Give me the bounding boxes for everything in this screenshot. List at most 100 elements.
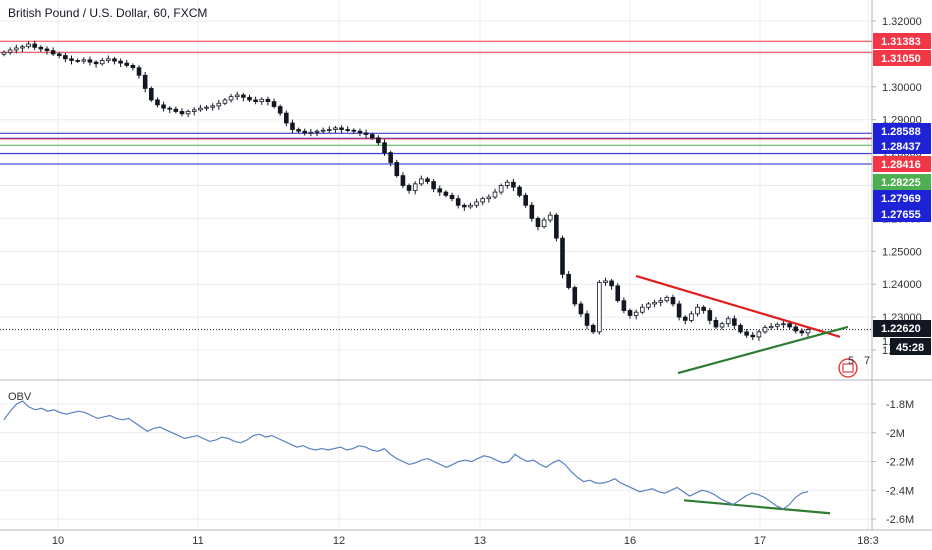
candle-body bbox=[345, 129, 350, 131]
candle-body bbox=[701, 306, 706, 311]
price-badge-label: 1.28588 bbox=[881, 126, 921, 138]
candle-body bbox=[191, 109, 197, 112]
candle-body bbox=[529, 204, 535, 219]
candle-body bbox=[38, 46, 44, 50]
candle-body bbox=[320, 129, 326, 132]
candle-body bbox=[124, 62, 130, 66]
candle-body bbox=[676, 303, 682, 318]
candle-body bbox=[241, 94, 246, 98]
candle-body bbox=[572, 287, 578, 305]
candle-body bbox=[621, 300, 627, 311]
candle-body bbox=[148, 88, 154, 101]
candle-body bbox=[412, 183, 418, 191]
price-badge-label: 1.28225 bbox=[881, 177, 921, 189]
candle-body bbox=[781, 323, 786, 326]
candle-body bbox=[541, 219, 547, 228]
candle-body bbox=[547, 214, 553, 221]
horizontal-price-levels bbox=[0, 40, 872, 331]
trendline bbox=[635, 274, 841, 338]
price-badge bbox=[873, 190, 931, 206]
obv-axis: -1.8M -2M -2.2M -2.4M -2.6M bbox=[872, 399, 914, 526]
candle-body bbox=[394, 162, 400, 177]
candle-body bbox=[210, 105, 215, 108]
candle-body bbox=[314, 130, 320, 133]
candle-body bbox=[406, 185, 412, 191]
candle-body bbox=[302, 130, 308, 134]
grid-lines bbox=[0, 0, 872, 530]
obv-trendline bbox=[683, 499, 831, 515]
candle-body bbox=[284, 112, 289, 124]
price-tick-label: 1.24000 bbox=[882, 279, 922, 291]
candle-body bbox=[658, 300, 664, 303]
price-badges: 1.31383 1.31050 1.28588 1.28437 1.28416 1.282… bbox=[873, 33, 931, 355]
candle-body bbox=[609, 280, 614, 287]
candle-body bbox=[805, 329, 811, 334]
price-badge bbox=[873, 156, 931, 172]
candle-body bbox=[554, 214, 559, 239]
candle-body bbox=[369, 134, 375, 139]
candle-body bbox=[136, 67, 142, 76]
obv-tick-label: -1.8M bbox=[886, 399, 914, 411]
candle-body bbox=[130, 65, 136, 69]
candle-body bbox=[69, 58, 74, 61]
price-badge bbox=[873, 206, 931, 222]
candle-body bbox=[590, 324, 596, 333]
obv-line bbox=[3, 400, 809, 510]
candle-body bbox=[762, 327, 768, 333]
candle-body bbox=[425, 178, 430, 182]
time-tick-label: 12 bbox=[333, 535, 345, 547]
last-price-badge-label: 1.22620 bbox=[881, 323, 921, 335]
candle-body bbox=[87, 59, 93, 63]
candle-body bbox=[523, 194, 528, 206]
candle-body bbox=[725, 318, 731, 325]
time-tick-label: 10 bbox=[52, 535, 64, 547]
candle-body bbox=[382, 142, 387, 153]
candle-body bbox=[81, 59, 87, 62]
candle-body bbox=[247, 96, 252, 101]
candle-body bbox=[44, 48, 50, 52]
chart-title: British Pound / U.S. Dollar, 60, FXCM bbox=[8, 6, 207, 20]
candle-body bbox=[222, 99, 228, 104]
candle-body bbox=[756, 331, 762, 338]
price-badge-label: 1.27655 bbox=[881, 209, 921, 221]
candle-body bbox=[1, 51, 7, 55]
candle-body bbox=[584, 313, 590, 326]
candle-body bbox=[437, 188, 443, 193]
candle-body bbox=[670, 296, 676, 305]
candle-body bbox=[179, 111, 185, 115]
candle-body bbox=[326, 129, 332, 131]
candle-body bbox=[204, 106, 209, 109]
event-icon-box bbox=[842, 363, 854, 373]
time-tick-label: 17 bbox=[754, 535, 766, 547]
countdown-badge bbox=[890, 338, 931, 355]
candle-body bbox=[689, 313, 694, 321]
candle-body bbox=[253, 99, 258, 103]
candle-body bbox=[198, 107, 203, 111]
candle-body bbox=[517, 186, 522, 196]
obv-tick-label: -2M bbox=[886, 428, 905, 440]
time-tick-label: 13 bbox=[474, 535, 486, 547]
candle-body bbox=[339, 127, 344, 130]
price-badge bbox=[873, 174, 931, 190]
candle-body bbox=[695, 306, 700, 315]
candle-body bbox=[234, 94, 240, 98]
candle-body bbox=[560, 237, 565, 275]
candle-body bbox=[419, 178, 424, 185]
candle-body bbox=[627, 310, 633, 316]
chart-frame bbox=[0, 0, 932, 531]
price-badge-label: 1.31383 bbox=[881, 36, 921, 48]
candle-body bbox=[707, 310, 713, 321]
candle-body bbox=[719, 323, 725, 328]
candle-body bbox=[603, 280, 608, 283]
candle-body bbox=[639, 306, 645, 313]
candle-body bbox=[775, 323, 780, 327]
chart-labels: British Pound / U.S. Dollar, 60, FXCM OBV… bbox=[8, 6, 870, 403]
price-tick-label: 1.32000 bbox=[882, 16, 922, 28]
candle-body bbox=[462, 204, 467, 208]
candle-body bbox=[633, 311, 639, 316]
candle-body bbox=[265, 98, 271, 103]
candle-body bbox=[185, 111, 191, 115]
candle-body bbox=[357, 130, 363, 134]
candle-body bbox=[106, 58, 111, 61]
